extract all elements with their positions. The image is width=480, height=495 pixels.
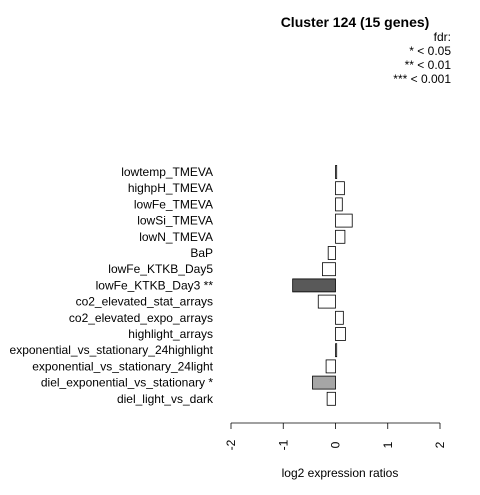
category-label: co2_elevated_expo_arrays bbox=[69, 311, 213, 325]
category-label: lowN_TMEVA bbox=[139, 230, 213, 244]
bar bbox=[335, 181, 345, 196]
bar bbox=[317, 294, 336, 309]
legend: fdr: * < 0.05 ** < 0.01 *** < 0.001 bbox=[393, 30, 451, 86]
bar bbox=[292, 278, 336, 293]
category-label: exponential_vs_stationary_24light bbox=[32, 359, 213, 373]
x-tick-label: -1 bbox=[276, 439, 290, 450]
category-label: diel_light_vs_dark bbox=[117, 392, 214, 406]
category-label: BaP bbox=[190, 246, 213, 260]
category-label: highpH_TMEVA bbox=[128, 181, 213, 195]
legend-entry: ** < 0.01 bbox=[405, 58, 452, 72]
x-tick-label: 1 bbox=[381, 441, 395, 448]
category-label: lowFe_KTKB_Day3 ** bbox=[96, 278, 214, 292]
bar bbox=[326, 391, 336, 406]
x-axis: -2 -1 0 1 2 bbox=[224, 422, 447, 450]
plot-area: lowtemp_TMEVA highpH_TMEVA lowFe_TMEVA lowS… bbox=[10, 165, 353, 406]
category-label: diel_exponential_vs_stationary * bbox=[41, 376, 213, 390]
category-label: exponential_vs_stationary_24highlight bbox=[10, 343, 214, 357]
bar bbox=[325, 359, 336, 374]
bar bbox=[335, 229, 346, 244]
bar bbox=[335, 327, 346, 341]
bar bbox=[335, 213, 353, 228]
x-axis-label: log2 expression ratios bbox=[282, 466, 399, 480]
category-label: co2_elevated_stat_arrays bbox=[76, 295, 213, 309]
legend-title: fdr: bbox=[434, 30, 451, 44]
bar bbox=[335, 165, 338, 179]
category-label: highlight_arrays bbox=[128, 327, 213, 341]
legend-entry: *** < 0.001 bbox=[393, 72, 451, 86]
category-label: lowFe_KTKB_Day5 bbox=[108, 262, 213, 276]
bar bbox=[327, 246, 336, 260]
bar bbox=[322, 262, 336, 277]
x-tick-label: 2 bbox=[433, 441, 447, 448]
bar bbox=[312, 375, 336, 390]
chart-title: Cluster 124 (15 genes) bbox=[281, 14, 430, 30]
bar bbox=[335, 310, 344, 325]
category-label: lowFe_TMEVA bbox=[134, 197, 213, 211]
legend-entry: * < 0.05 bbox=[409, 44, 451, 58]
bar bbox=[335, 343, 338, 358]
bar bbox=[335, 197, 343, 212]
category-label: lowtemp_TMEVA bbox=[121, 165, 213, 179]
x-tick-label: 0 bbox=[329, 441, 343, 448]
x-tick-label: -2 bbox=[224, 439, 238, 450]
category-label: lowSi_TMEVA bbox=[137, 214, 213, 228]
